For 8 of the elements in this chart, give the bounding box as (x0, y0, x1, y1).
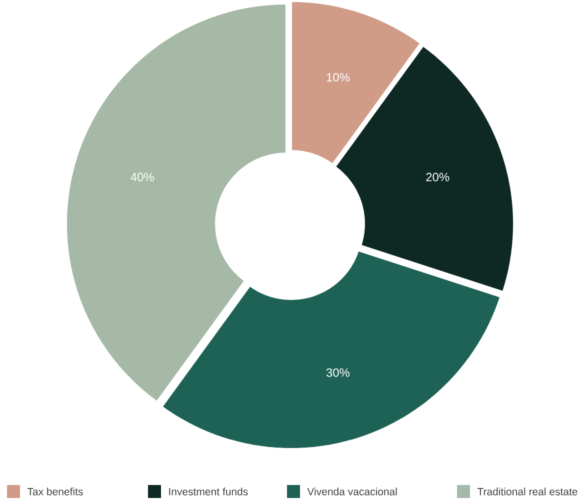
legend-label: Traditional real estate (477, 488, 578, 496)
data-label: 20% (426, 172, 450, 182)
legend-label: Investment funds (169, 488, 248, 496)
legend-label: Vivenda vacacional (307, 488, 397, 496)
data-label: 30% (326, 368, 350, 377)
legend-label: Tax benefits (27, 488, 83, 496)
data-label: 10% (326, 73, 350, 82)
data-label: 40% (130, 172, 154, 182)
